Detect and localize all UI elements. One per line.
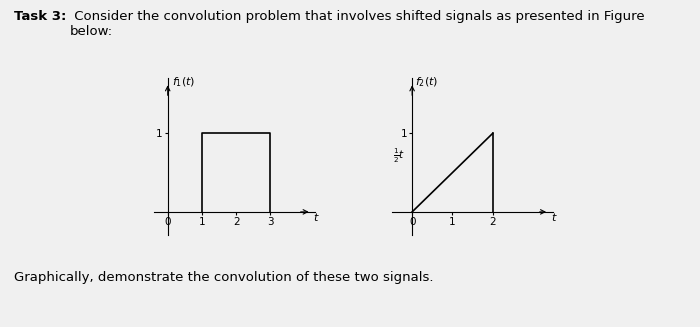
Text: t: t <box>551 213 555 223</box>
Text: t: t <box>314 213 318 223</box>
Text: $f_1(t)$: $f_1(t)$ <box>172 75 195 89</box>
Text: $\frac{1}{2}t$: $\frac{1}{2}t$ <box>393 146 405 164</box>
Text: Task 3:: Task 3: <box>14 10 66 23</box>
Text: $f_2(t)$: $f_2(t)$ <box>415 75 439 89</box>
Text: Consider the convolution problem that involves shifted signals as presented in F: Consider the convolution problem that in… <box>70 10 645 38</box>
Text: Graphically, demonstrate the convolution of these two signals.: Graphically, demonstrate the convolution… <box>14 271 433 284</box>
